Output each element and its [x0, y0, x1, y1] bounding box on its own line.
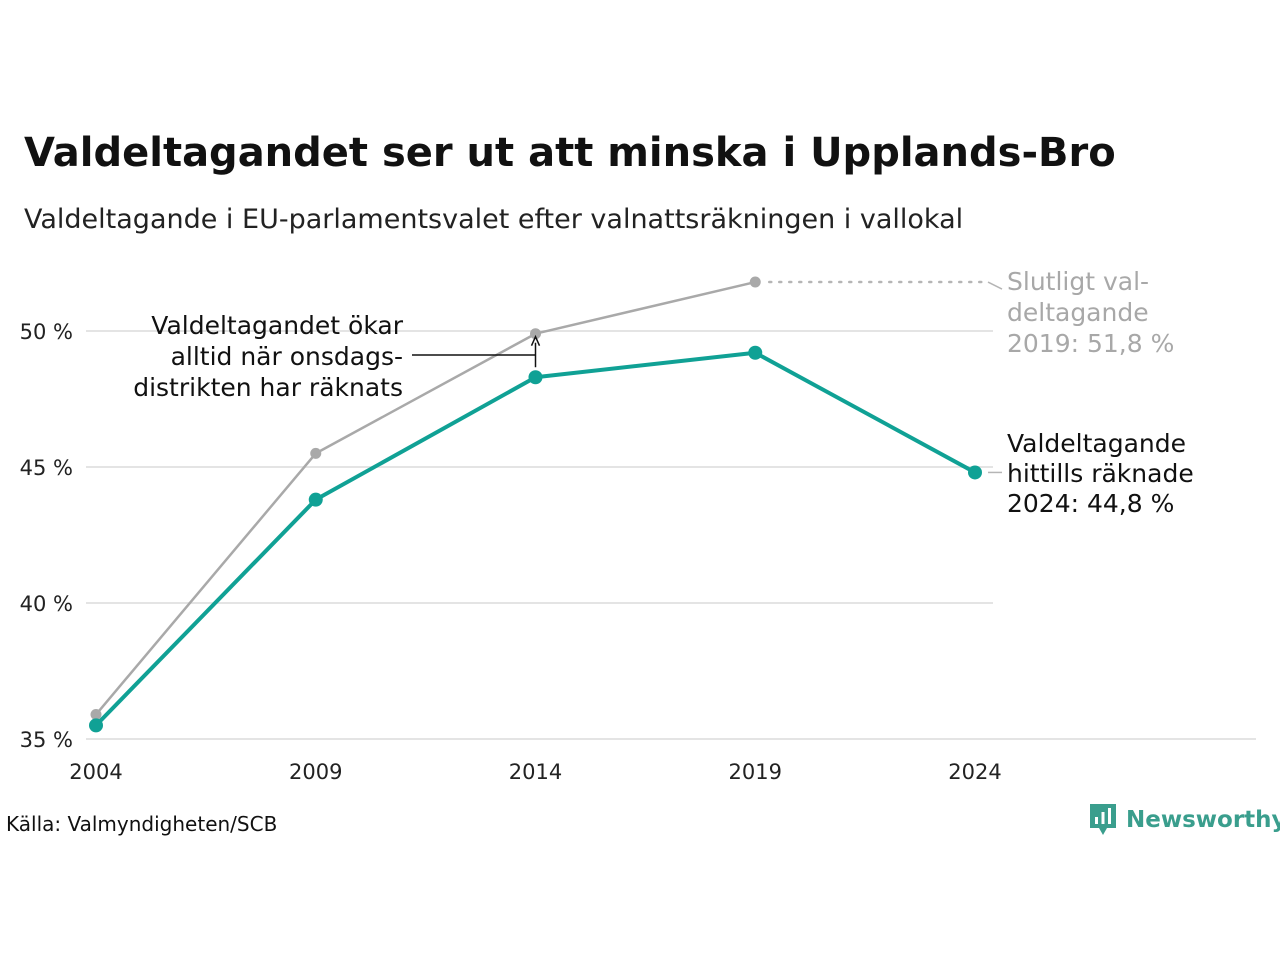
annotation-counted-2024: 2024: 44,8 %: [1007, 489, 1174, 518]
series-lines: [89, 276, 982, 733]
arrow-head: [530, 334, 541, 347]
y-tick-label: 50 %: [20, 320, 73, 344]
data-point: [310, 447, 322, 459]
data-point: [528, 370, 543, 385]
chart-title: Valdeltagandet ser ut att minska i Uppla…: [24, 130, 1116, 176]
y-tick-label: 45 %: [20, 456, 73, 480]
y-axis-ticks: 35 % 40 % 45 % 50 %: [20, 320, 73, 752]
annotation-final-2019: Slutligt val-: [1007, 267, 1149, 296]
data-point: [90, 709, 102, 721]
annotation-increase: alltid när onsdags-: [171, 342, 403, 371]
data-point: [308, 492, 323, 507]
data-point: [749, 276, 761, 288]
x-tick-label: 2019: [729, 760, 782, 784]
annotation-final-2019: deltagande: [1007, 298, 1149, 327]
line-chart: 35 % 40 % 45 % 50 % 2004 2009 2014 2019 2024 Sl…: [20, 267, 1256, 784]
data-point: [89, 718, 103, 733]
y-tick-label: 40 %: [20, 592, 73, 616]
series-line-counted: [94, 350, 977, 728]
newsworthy-logo-icon: [1090, 804, 1116, 835]
y-tick-label: 35 %: [20, 728, 73, 752]
data-point: [748, 345, 763, 360]
x-tick-label: 2014: [509, 760, 562, 784]
data-point: [530, 328, 541, 340]
series-line-final: [94, 280, 757, 716]
annotation-final-2019: 2019: 51,8 %: [1007, 329, 1174, 358]
x-tick-label: 2024: [948, 760, 1001, 784]
brand-name: Newsworthy: [1126, 807, 1280, 833]
annotation-counted-2024: Valdeltagande: [1007, 429, 1186, 458]
leader-tick: [987, 281, 1003, 290]
chart-subtitle: Valdeltagande i EU-parlamentsvalet efter…: [24, 204, 964, 235]
annotation-increase: distrikten har räknats: [133, 373, 403, 402]
annotation-increase: Valdeltagandet ökar: [151, 311, 403, 340]
brand-logo: Newsworthy: [1088, 802, 1280, 838]
source-note: Källa: Valmyndigheten/SCB: [6, 812, 278, 836]
data-point: [968, 465, 982, 480]
x-tick-label: 2009: [289, 760, 342, 784]
annotation-counted-2024: hittills räknade: [1007, 459, 1194, 488]
x-tick-label: 2004: [69, 760, 122, 784]
x-axis-ticks: 2004 2009 2014 2019 2024: [69, 760, 1001, 784]
